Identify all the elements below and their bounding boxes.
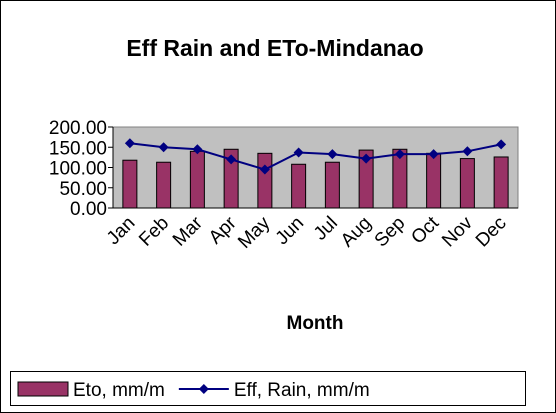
bar xyxy=(257,152,273,209)
marker xyxy=(124,138,135,149)
marker xyxy=(327,149,338,160)
bar xyxy=(189,150,205,209)
marker xyxy=(428,149,439,160)
chart-title: Eff Rain and ETo-Mindanao xyxy=(126,35,423,61)
legend-label: Eto, mm/m xyxy=(73,380,165,401)
marker xyxy=(462,146,473,157)
marker xyxy=(226,154,237,165)
y-tick-label: 50.00 xyxy=(59,179,107,200)
plot-area xyxy=(112,126,519,209)
marker xyxy=(158,142,169,153)
bar xyxy=(291,163,307,209)
legend-box xyxy=(10,371,526,406)
marker xyxy=(192,144,203,155)
bar xyxy=(426,152,442,209)
bar xyxy=(358,149,374,209)
bar xyxy=(156,161,172,209)
marker xyxy=(293,147,304,158)
y-tick-label: 200.00 xyxy=(49,118,107,139)
y-tick-label: 150.00 xyxy=(49,138,107,159)
legend-marker xyxy=(198,384,209,394)
bar xyxy=(122,159,138,209)
marker xyxy=(361,153,372,164)
legend-swatch xyxy=(17,381,69,397)
bar xyxy=(324,161,340,209)
marker xyxy=(496,139,507,150)
line xyxy=(129,142,502,171)
bar xyxy=(493,156,509,209)
bar xyxy=(223,148,239,209)
bar xyxy=(459,158,475,209)
marker xyxy=(259,164,270,175)
legend-label: Eff, Rain, mm/m xyxy=(234,380,370,401)
y-tick-label: 0.00 xyxy=(70,199,107,220)
marker xyxy=(394,149,405,160)
y-tick-label: 100.00 xyxy=(49,159,107,180)
x-axis-title: Month xyxy=(287,313,344,334)
